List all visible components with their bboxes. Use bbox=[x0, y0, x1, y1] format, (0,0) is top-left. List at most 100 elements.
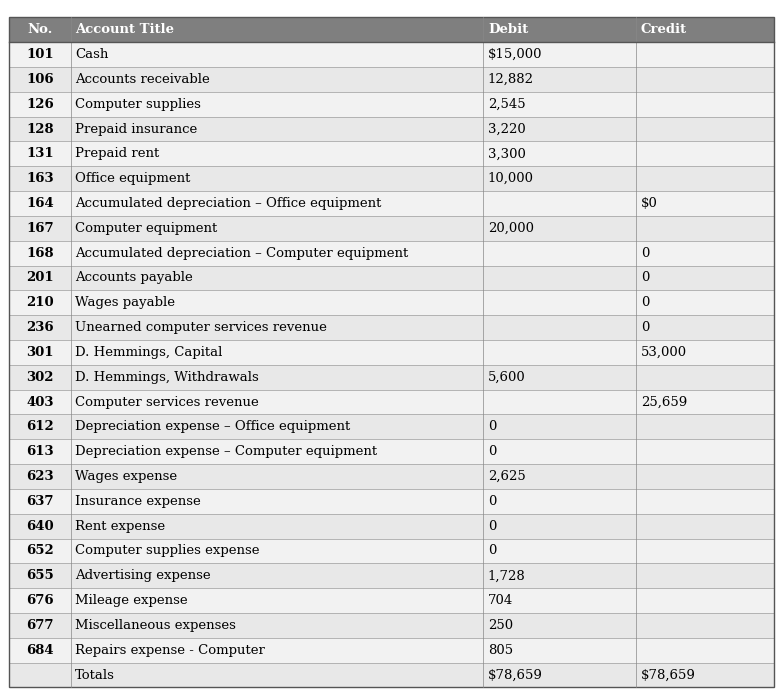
Text: 12,882: 12,882 bbox=[488, 73, 534, 86]
Text: Repairs expense - Computer: Repairs expense - Computer bbox=[75, 644, 265, 657]
Text: 126: 126 bbox=[26, 98, 54, 111]
Text: 677: 677 bbox=[26, 619, 54, 632]
Text: 652: 652 bbox=[26, 545, 54, 557]
Text: $78,659: $78,659 bbox=[640, 669, 695, 681]
Text: 3,300: 3,300 bbox=[488, 148, 525, 160]
Text: Accounts payable: Accounts payable bbox=[75, 272, 193, 284]
Text: Mileage expense: Mileage expense bbox=[75, 594, 188, 607]
Bar bbox=[9, 67, 774, 91]
Text: 167: 167 bbox=[26, 222, 54, 235]
Text: D. Hemmings, Withdrawals: D. Hemmings, Withdrawals bbox=[75, 371, 259, 384]
Text: Computer supplies expense: Computer supplies expense bbox=[75, 545, 260, 557]
Bar bbox=[9, 414, 774, 439]
Text: Prepaid insurance: Prepaid insurance bbox=[75, 123, 197, 136]
Text: 1,728: 1,728 bbox=[488, 569, 525, 582]
Bar bbox=[9, 563, 774, 588]
Text: No.: No. bbox=[27, 24, 52, 36]
Bar bbox=[9, 17, 774, 42]
Bar bbox=[9, 663, 774, 687]
Bar bbox=[9, 290, 774, 315]
Text: 637: 637 bbox=[26, 495, 54, 508]
Text: 0: 0 bbox=[488, 445, 496, 458]
Text: Depreciation expense – Computer equipment: Depreciation expense – Computer equipmen… bbox=[75, 445, 377, 458]
Text: 168: 168 bbox=[26, 247, 54, 260]
Text: 704: 704 bbox=[488, 594, 513, 607]
Bar bbox=[9, 191, 774, 216]
Text: Debit: Debit bbox=[488, 24, 529, 36]
Text: Insurance expense: Insurance expense bbox=[75, 495, 201, 508]
Text: 301: 301 bbox=[26, 346, 54, 359]
Text: 20,000: 20,000 bbox=[488, 222, 534, 235]
Text: Computer services revenue: Computer services revenue bbox=[75, 396, 259, 409]
Text: 201: 201 bbox=[26, 272, 54, 284]
Text: 0: 0 bbox=[640, 272, 649, 284]
Text: 640: 640 bbox=[26, 520, 54, 533]
Text: Credit: Credit bbox=[640, 24, 687, 36]
Bar bbox=[9, 613, 774, 638]
Text: $0: $0 bbox=[640, 197, 658, 210]
Text: 0: 0 bbox=[488, 545, 496, 557]
Text: Depreciation expense – Office equipment: Depreciation expense – Office equipment bbox=[75, 421, 351, 433]
Text: 236: 236 bbox=[26, 321, 54, 334]
Bar bbox=[9, 538, 774, 563]
Text: Accumulated depreciation – Office equipment: Accumulated depreciation – Office equipm… bbox=[75, 197, 381, 210]
Text: Rent expense: Rent expense bbox=[75, 520, 165, 533]
Bar bbox=[9, 514, 774, 538]
Text: Computer equipment: Computer equipment bbox=[75, 222, 218, 235]
Bar bbox=[9, 315, 774, 340]
Text: $15,000: $15,000 bbox=[488, 48, 543, 61]
Text: Advertising expense: Advertising expense bbox=[75, 569, 211, 582]
Text: 805: 805 bbox=[488, 644, 513, 657]
Text: Unearned computer services revenue: Unearned computer services revenue bbox=[75, 321, 327, 334]
Text: 0: 0 bbox=[640, 247, 649, 260]
Bar bbox=[9, 638, 774, 663]
Text: Wages expense: Wages expense bbox=[75, 470, 178, 483]
Bar bbox=[9, 116, 774, 141]
Text: 676: 676 bbox=[26, 594, 54, 607]
Text: 0: 0 bbox=[640, 296, 649, 309]
Text: 53,000: 53,000 bbox=[640, 346, 687, 359]
Bar bbox=[9, 489, 774, 514]
Text: Accumulated depreciation – Computer equipment: Accumulated depreciation – Computer equi… bbox=[75, 247, 409, 260]
Text: 25,659: 25,659 bbox=[640, 396, 687, 409]
Text: 0: 0 bbox=[640, 321, 649, 334]
Text: 106: 106 bbox=[26, 73, 54, 86]
Bar bbox=[9, 588, 774, 613]
Text: 210: 210 bbox=[26, 296, 54, 309]
Text: 684: 684 bbox=[26, 644, 54, 657]
Bar bbox=[9, 91, 774, 116]
Text: 250: 250 bbox=[488, 619, 513, 632]
Text: 2,545: 2,545 bbox=[488, 98, 525, 111]
Bar bbox=[9, 240, 774, 265]
Text: 0: 0 bbox=[488, 495, 496, 508]
Bar bbox=[9, 464, 774, 489]
Text: $78,659: $78,659 bbox=[488, 669, 543, 681]
Text: 10,000: 10,000 bbox=[488, 172, 534, 185]
Bar bbox=[9, 216, 774, 240]
Bar bbox=[9, 265, 774, 290]
Text: Wages payable: Wages payable bbox=[75, 296, 175, 309]
Text: 5,600: 5,600 bbox=[488, 371, 525, 384]
Text: Office equipment: Office equipment bbox=[75, 172, 190, 185]
Bar bbox=[9, 365, 774, 389]
Text: Cash: Cash bbox=[75, 48, 109, 61]
Bar bbox=[9, 42, 774, 67]
Text: D. Hemmings, Capital: D. Hemmings, Capital bbox=[75, 346, 222, 359]
Text: 128: 128 bbox=[26, 123, 54, 136]
Text: 612: 612 bbox=[26, 421, 54, 433]
Text: 623: 623 bbox=[26, 470, 54, 483]
Text: 163: 163 bbox=[26, 172, 54, 185]
Text: Computer supplies: Computer supplies bbox=[75, 98, 201, 111]
Text: 655: 655 bbox=[26, 569, 54, 582]
Text: Prepaid rent: Prepaid rent bbox=[75, 148, 160, 160]
Text: 0: 0 bbox=[488, 520, 496, 533]
Bar bbox=[9, 439, 774, 464]
Text: 101: 101 bbox=[26, 48, 54, 61]
Text: 164: 164 bbox=[26, 197, 54, 210]
Bar bbox=[9, 141, 774, 166]
Bar bbox=[9, 166, 774, 191]
Text: Miscellaneous expenses: Miscellaneous expenses bbox=[75, 619, 236, 632]
Text: Accounts receivable: Accounts receivable bbox=[75, 73, 210, 86]
Text: 302: 302 bbox=[26, 371, 54, 384]
Text: 2,625: 2,625 bbox=[488, 470, 525, 483]
